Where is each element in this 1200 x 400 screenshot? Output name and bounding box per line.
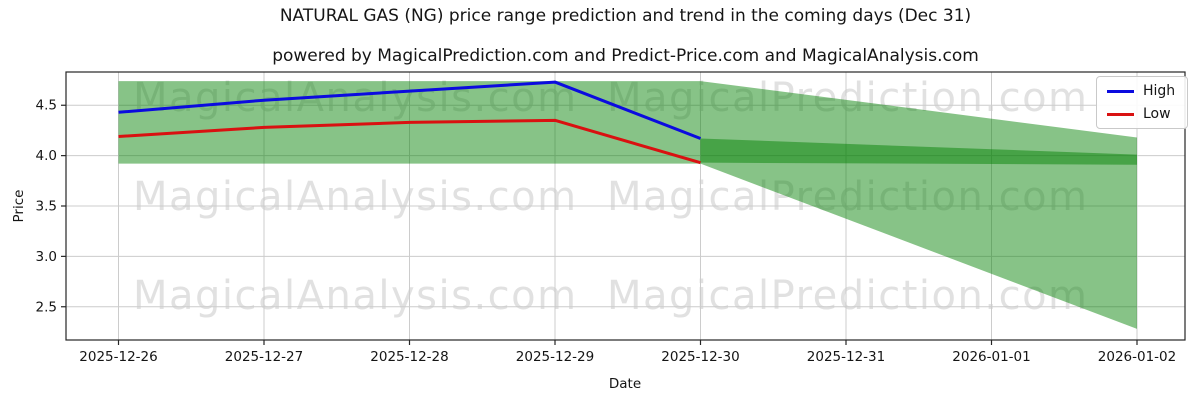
low-line [118,118,701,165]
watermark-text: MagicalAnalysis.com [133,75,578,121]
x-tick-label: 2026-01-02 [1098,349,1176,365]
band-forecast-fan [700,81,1137,329]
high-line-swatch [1107,89,1134,93]
watermark-text: MagicalPrediction.com [607,273,1089,319]
x-axis-label: Date [608,376,642,392]
x-tick-label: 2025-12-31 [807,349,885,365]
y-tick-label: 4.0 [36,148,57,164]
legend-item-low: Low [1107,107,1175,121]
x-tick-label: 2025-12-28 [370,349,448,365]
y-tick-label: 4.5 [36,98,57,114]
legend-label: High [1143,83,1176,99]
watermark-text: MagicalPrediction.com [607,75,1089,121]
x-tick-label: 2025-12-26 [79,349,157,365]
y-tick-label: 3.0 [36,249,57,265]
high-line [118,80,702,140]
y-tick-label: 3.5 [36,199,57,215]
chart-subtitle: powered by MagicalPrediction.com and Pre… [272,46,979,66]
band-forecast-core [700,138,1137,165]
watermark-text: MagicalPrediction.com [607,174,1089,220]
chart-title: NATURAL GAS (NG) price range prediction … [279,6,972,26]
watermark-text: MagicalAnalysis.com [133,174,578,220]
x-tick-label: 2025-12-27 [225,349,303,365]
legend-label: Low [1143,106,1171,122]
legend: High Low [1096,76,1189,129]
legend-item-high: High [1107,84,1175,98]
watermark-text: MagicalAnalysis.com [133,273,578,319]
x-tick-label: 2026-01-01 [952,349,1030,365]
x-tick-label: 2025-12-29 [516,349,594,365]
x-tick-label: 2025-12-30 [661,349,739,365]
y-tick-label: 2.5 [36,299,57,315]
low-line-swatch [1107,112,1134,116]
